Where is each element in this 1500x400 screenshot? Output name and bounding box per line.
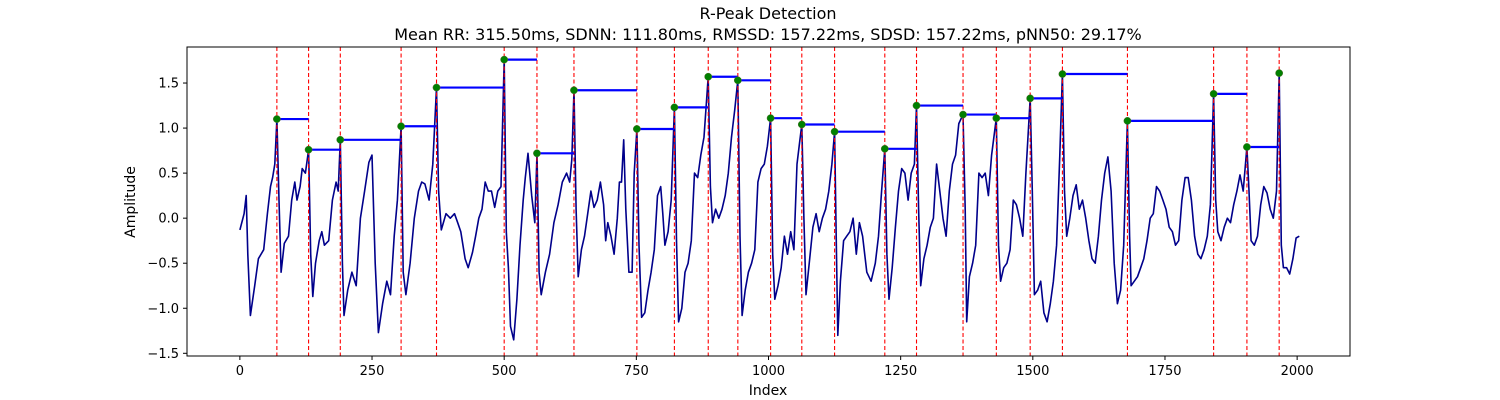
chart-subtitle: Mean RR: 315.50ms, SDNN: 111.80ms, RMSSD… <box>394 25 1142 44</box>
r-peak-marker-21 <box>1123 117 1132 125</box>
y-tick-label-1: −1.0 <box>147 302 179 317</box>
y-axis-label: Amplitude <box>123 166 139 238</box>
x-tick-label-6: 1500 <box>1016 364 1049 379</box>
r-peak-marker-22 <box>1209 89 1218 98</box>
r-peak-marker-20 <box>1058 70 1067 78</box>
x-tick-label-3: 750 <box>624 364 649 379</box>
r-peak-marker-11 <box>733 76 742 85</box>
y-tick-label-4: 0.5 <box>158 167 179 182</box>
r-peak-marker-24 <box>1275 69 1284 77</box>
y-tick-label-0: −1.5 <box>147 347 179 362</box>
x-tick-label-2: 500 <box>492 364 517 379</box>
x-axis: 0 250 500 750 1000 1250 1500 1750 2000 <box>236 356 1314 379</box>
r-peak-marker-16 <box>912 101 921 110</box>
r-peak-marker-15 <box>880 144 889 153</box>
r-peak-marker-13 <box>797 120 806 129</box>
r-peak-marker-19 <box>1026 94 1035 103</box>
plot-area <box>239 47 1300 356</box>
x-tick-label-7: 1750 <box>1148 364 1181 379</box>
r-peak-marker-12 <box>766 114 775 123</box>
ecg-signal-line <box>239 58 1300 341</box>
r-peak-marker-17 <box>959 110 967 119</box>
x-tick-label-1: 250 <box>360 364 385 379</box>
x-axis-label: Index <box>749 383 788 399</box>
r-peak-marker-14 <box>830 127 839 136</box>
r-peak-marker-5 <box>500 55 509 64</box>
x-tick-label-0: 0 <box>236 364 244 379</box>
y-tick-label-6: 1.5 <box>158 77 179 92</box>
plot-layer <box>239 47 1300 356</box>
r-peak-marker-3 <box>397 122 405 131</box>
x-tick-label-4: 1000 <box>752 364 785 379</box>
y-tick-label-2: −0.5 <box>147 257 179 272</box>
x-tick-label-5: 1250 <box>884 364 917 379</box>
r-peak-marker-7 <box>570 86 578 95</box>
x-tick-label-8: 2000 <box>1281 364 1314 379</box>
y-axis: −1.5 −1.0 −0.5 0.0 0.5 1.0 1.5 <box>147 77 187 362</box>
r-peak-marker-9 <box>670 103 679 112</box>
y-tick-label-5: 1.0 <box>158 122 179 137</box>
y-tick-label-3: 0.0 <box>158 212 179 227</box>
r-peak-marker-23 <box>1243 143 1251 151</box>
r-peak-marker-1 <box>304 145 313 154</box>
chart-title: R-Peak Detection <box>699 4 836 23</box>
r-peak-marker-0 <box>273 115 281 123</box>
r-peak-marker-8 <box>633 125 641 133</box>
r-peak-marker-18 <box>992 114 1001 123</box>
r-peak-marker-10 <box>704 72 713 81</box>
r-peak-marker-6 <box>533 149 541 158</box>
r-peak-marker-4 <box>432 83 441 92</box>
r-peak-marker-2 <box>336 135 345 144</box>
